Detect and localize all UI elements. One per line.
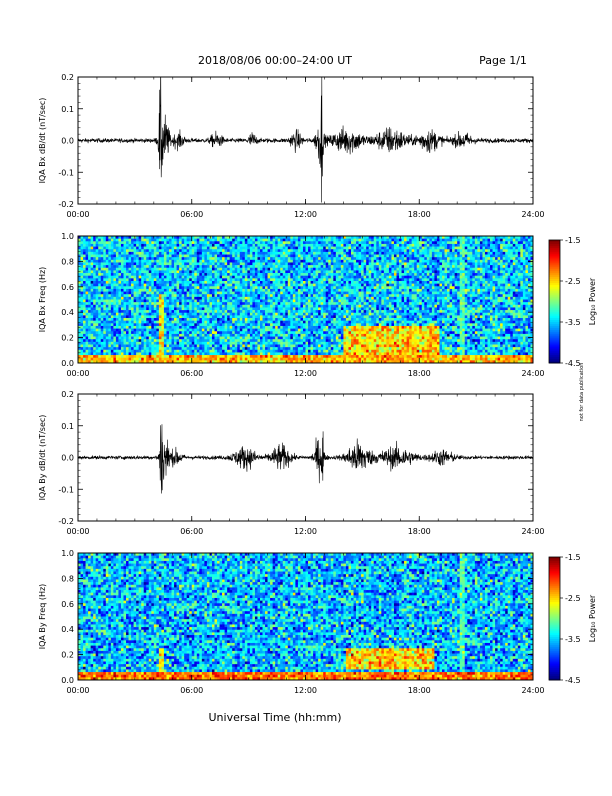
colorbar-tick-label: -3.5 (565, 635, 581, 644)
x-axis-title: Universal Time (hh:mm) (209, 711, 342, 724)
colorbar-tick-label: -2.5 (565, 277, 581, 286)
x-tick-label: 18:00 (408, 686, 431, 695)
x-tick-label: 12:00 (294, 686, 317, 695)
y-axis-label: IQA By Freq (Hz) (38, 584, 47, 650)
y-axis-label: IQA Bx Freq (Hz) (38, 267, 47, 333)
y-tick-label: 0.2 (61, 651, 74, 660)
y-axis-label: IQA Bx dB/dt (nT/sec) (38, 98, 47, 184)
colorbar-label: Log₁₀ Power (588, 594, 597, 642)
panel-1: 00:00 06:00 12:00 18:00 24:00 0.2 0.1 0.0 -0.1 -0… (38, 73, 545, 219)
x-tick-label: 18:00 (408, 369, 431, 378)
x-tick-label: 12:00 (294, 527, 317, 536)
colorbar-tick-label: -3.5 (565, 318, 581, 327)
x-tick-label: 06:00 (180, 527, 203, 536)
y-tick-label: -0.2 (58, 200, 74, 209)
colorbar-tick-label: -1.5 (565, 553, 581, 562)
panel-3: 00:00 06:00 12:00 18:00 24:00 0.2 0.1 0.0 -0.1 -0… (38, 390, 545, 536)
y-tick-label: 0.4 (61, 308, 74, 317)
y-tick-label: -0.2 (58, 517, 74, 526)
page-label: Page 1/1 (479, 54, 527, 67)
colorbar-tick-label: -2.5 (565, 594, 581, 603)
y-tick-label: 0.2 (61, 390, 74, 399)
x-tick-label: 24:00 (521, 369, 544, 378)
spectrogram-2: -1.5 -2.5 -3.5 -4.5 Log₁₀ Power (78, 236, 597, 368)
x-tick-label: 00:00 (66, 210, 89, 219)
x-tick-label: 06:00 (180, 369, 203, 378)
y-tick-label: 0.1 (61, 422, 74, 431)
spectrogram-4: -1.5 -2.5 -3.5 -4.5 Log₁₀ Power (78, 553, 597, 685)
x-tick-label: 12:00 (294, 210, 317, 219)
y-tick-label: -0.1 (58, 485, 74, 494)
y-tick-label: 0.4 (61, 625, 74, 634)
y-axis-label: IQA By dB/dt (nT/sec) (38, 415, 47, 501)
x-tick-label: 12:00 (294, 369, 317, 378)
y-tick-label: 0.2 (61, 73, 74, 82)
x-tick-label: 18:00 (408, 210, 431, 219)
y-tick-label: 1.0 (61, 232, 74, 241)
y-tick-label: 0.6 (61, 600, 74, 609)
x-tick-label: 06:00 (180, 686, 203, 695)
y-tick-label: -0.1 (58, 168, 74, 177)
line-plot-3 (78, 424, 533, 493)
y-tick-label: 0.0 (61, 137, 74, 146)
y-tick-label: 0.8 (61, 574, 74, 583)
x-tick-label: 00:00 (66, 369, 89, 378)
y-tick-label: 0.8 (61, 257, 74, 266)
colorbar: -1.5 -2.5 -3.5 -4.5 Log₁₀ Power (549, 553, 597, 685)
y-tick-label: 0.2 (61, 334, 74, 343)
plot-title: 2018/08/06 00:00–24:00 UT (198, 54, 352, 67)
y-tick-label: 0.0 (61, 676, 74, 685)
x-tick-label: 24:00 (521, 686, 544, 695)
colorbar: -1.5 -2.5 -3.5 -4.5 Log₁₀ Power (549, 236, 597, 368)
x-tick-label: 24:00 (521, 527, 544, 536)
colorbar-label: Log₁₀ Power (588, 277, 597, 325)
y-tick-label: 0.0 (61, 359, 74, 368)
side-note: not for data publication (579, 363, 585, 422)
colorbar-tick-label: -1.5 (565, 236, 581, 245)
series-line (78, 424, 533, 493)
y-tick-label: 0.6 (61, 283, 74, 292)
y-tick-label: 0.1 (61, 105, 74, 114)
colorbar-tick-label: -4.5 (565, 359, 581, 368)
x-tick-label: 24:00 (521, 210, 544, 219)
y-tick-label: 0.0 (61, 454, 74, 463)
x-tick-label: 00:00 (66, 686, 89, 695)
colorbar-tick-label: -4.5 (565, 676, 581, 685)
x-tick-label: 00:00 (66, 527, 89, 536)
x-tick-label: 06:00 (180, 210, 203, 219)
y-tick-label: 1.0 (61, 549, 74, 558)
x-tick-label: 18:00 (408, 527, 431, 536)
